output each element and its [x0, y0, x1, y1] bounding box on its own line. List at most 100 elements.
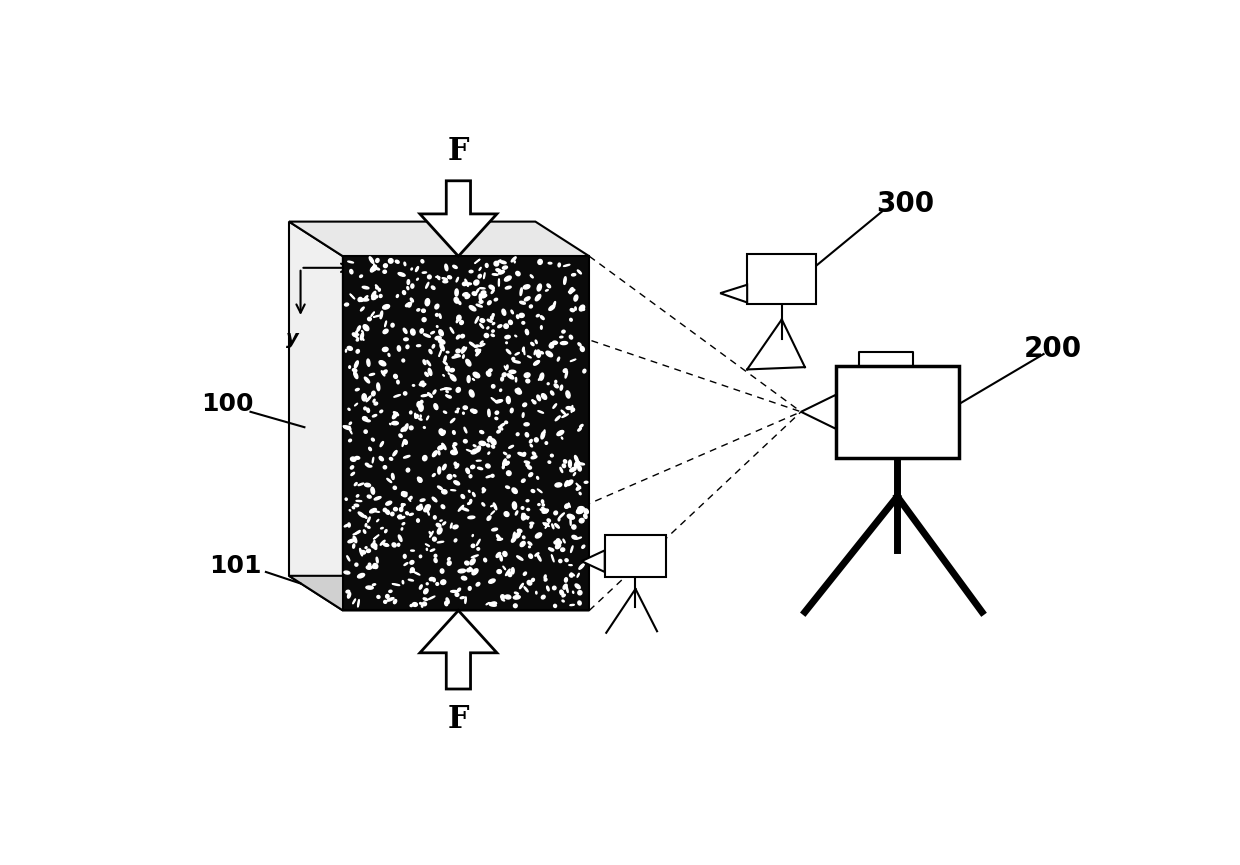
- Ellipse shape: [486, 476, 491, 477]
- Ellipse shape: [549, 305, 554, 311]
- Ellipse shape: [542, 503, 544, 506]
- Ellipse shape: [439, 330, 444, 336]
- Ellipse shape: [382, 371, 384, 376]
- Ellipse shape: [355, 457, 360, 459]
- Ellipse shape: [549, 343, 553, 348]
- Ellipse shape: [505, 421, 507, 424]
- Ellipse shape: [474, 445, 476, 446]
- Ellipse shape: [529, 522, 533, 524]
- Ellipse shape: [562, 594, 565, 597]
- Ellipse shape: [394, 394, 401, 397]
- Ellipse shape: [477, 467, 482, 470]
- Ellipse shape: [347, 523, 350, 527]
- Ellipse shape: [361, 333, 363, 340]
- Ellipse shape: [368, 563, 371, 567]
- Ellipse shape: [575, 584, 580, 589]
- Ellipse shape: [489, 579, 495, 583]
- Ellipse shape: [506, 349, 511, 354]
- Ellipse shape: [501, 595, 505, 599]
- Ellipse shape: [350, 429, 352, 433]
- Ellipse shape: [570, 309, 574, 311]
- Ellipse shape: [556, 416, 560, 420]
- Ellipse shape: [356, 331, 357, 333]
- Ellipse shape: [348, 408, 350, 410]
- Ellipse shape: [584, 481, 588, 484]
- Ellipse shape: [358, 484, 363, 485]
- Ellipse shape: [358, 298, 362, 302]
- Ellipse shape: [362, 330, 363, 332]
- Ellipse shape: [381, 528, 383, 529]
- Ellipse shape: [397, 295, 398, 298]
- Ellipse shape: [497, 538, 502, 541]
- Ellipse shape: [352, 599, 356, 604]
- Ellipse shape: [419, 585, 423, 589]
- Ellipse shape: [444, 411, 446, 413]
- Ellipse shape: [410, 550, 414, 551]
- Ellipse shape: [491, 334, 495, 336]
- Ellipse shape: [460, 321, 464, 324]
- Ellipse shape: [428, 393, 433, 397]
- Ellipse shape: [537, 554, 541, 561]
- Ellipse shape: [572, 273, 575, 276]
- Ellipse shape: [516, 432, 520, 436]
- Ellipse shape: [536, 340, 537, 343]
- Ellipse shape: [365, 523, 367, 527]
- Ellipse shape: [366, 549, 371, 553]
- Ellipse shape: [496, 553, 501, 557]
- Ellipse shape: [520, 583, 523, 589]
- Ellipse shape: [506, 471, 511, 476]
- Ellipse shape: [389, 458, 393, 460]
- Ellipse shape: [362, 394, 366, 400]
- Ellipse shape: [538, 411, 543, 413]
- Ellipse shape: [522, 413, 525, 417]
- Ellipse shape: [403, 392, 407, 395]
- Ellipse shape: [373, 535, 379, 539]
- Ellipse shape: [446, 598, 449, 604]
- Ellipse shape: [407, 286, 409, 290]
- Ellipse shape: [487, 409, 490, 417]
- Ellipse shape: [456, 388, 460, 392]
- Text: y: y: [286, 330, 299, 349]
- Ellipse shape: [511, 567, 515, 573]
- Ellipse shape: [542, 508, 547, 512]
- Ellipse shape: [479, 274, 481, 278]
- Ellipse shape: [584, 514, 587, 518]
- Ellipse shape: [465, 561, 469, 565]
- Ellipse shape: [502, 465, 505, 469]
- Ellipse shape: [553, 341, 557, 344]
- Ellipse shape: [466, 450, 472, 452]
- Ellipse shape: [472, 535, 474, 536]
- Ellipse shape: [350, 509, 351, 511]
- Ellipse shape: [497, 269, 500, 272]
- Ellipse shape: [537, 477, 538, 479]
- Ellipse shape: [507, 374, 513, 379]
- Ellipse shape: [423, 360, 427, 364]
- Ellipse shape: [374, 497, 381, 500]
- Ellipse shape: [578, 343, 582, 346]
- Ellipse shape: [435, 313, 438, 317]
- Text: 300: 300: [875, 190, 934, 218]
- Ellipse shape: [438, 445, 444, 450]
- Ellipse shape: [573, 472, 575, 476]
- Ellipse shape: [511, 257, 516, 262]
- Ellipse shape: [360, 275, 362, 278]
- Ellipse shape: [567, 407, 572, 409]
- Ellipse shape: [547, 586, 549, 591]
- Ellipse shape: [491, 290, 495, 293]
- Ellipse shape: [383, 600, 387, 603]
- Ellipse shape: [355, 333, 358, 336]
- Ellipse shape: [578, 428, 582, 431]
- Ellipse shape: [495, 417, 497, 420]
- Ellipse shape: [350, 270, 353, 274]
- Ellipse shape: [374, 402, 378, 405]
- Ellipse shape: [382, 362, 384, 364]
- Ellipse shape: [578, 270, 582, 274]
- Ellipse shape: [547, 284, 551, 288]
- Ellipse shape: [427, 583, 428, 585]
- Ellipse shape: [373, 541, 374, 546]
- Ellipse shape: [515, 593, 518, 594]
- Ellipse shape: [480, 318, 485, 323]
- Ellipse shape: [527, 509, 529, 510]
- Ellipse shape: [424, 334, 430, 337]
- Ellipse shape: [485, 334, 489, 337]
